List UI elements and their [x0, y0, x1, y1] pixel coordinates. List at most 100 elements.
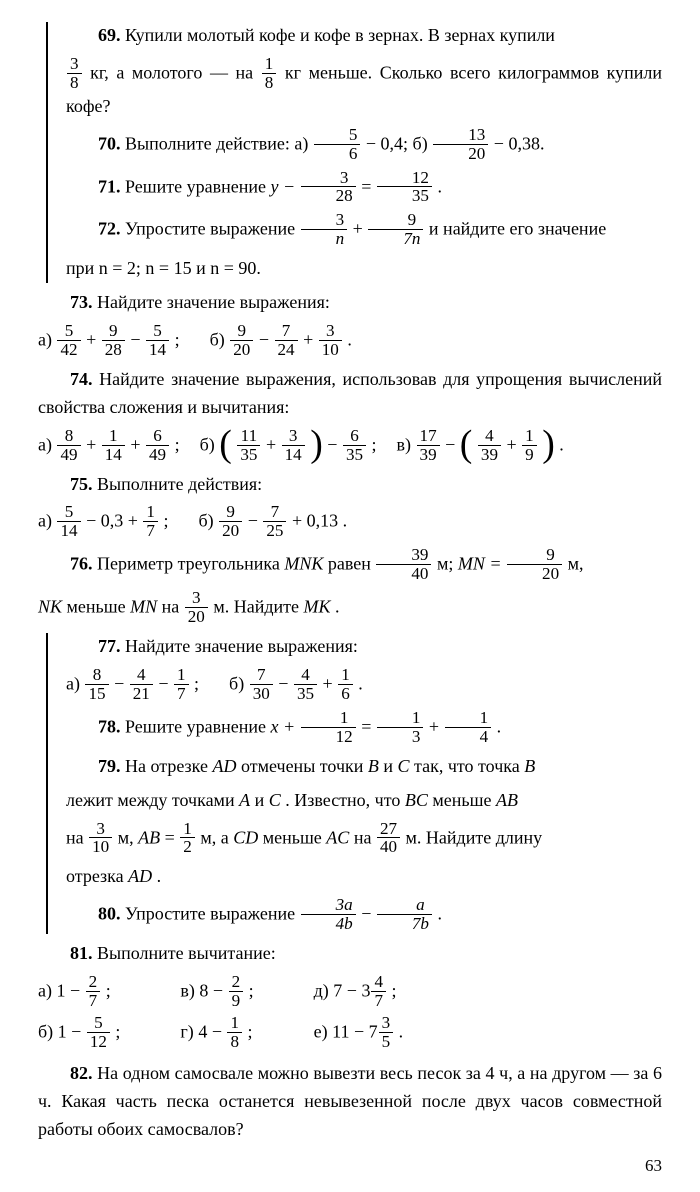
text: − 0,4; б) — [366, 133, 428, 153]
option-b: б) ( 1135 + 314 ) − 635 ; — [200, 428, 377, 465]
text: На отрезке — [125, 756, 212, 776]
text: на — [162, 597, 184, 617]
option-c: в) 1739 − ( 439 + 19 ) . — [397, 428, 564, 465]
text: На одном самосвале можно вывезти весь пе… — [38, 1063, 662, 1139]
text: Найдите значение выражения, использовав … — [38, 369, 662, 417]
problem-71: 71. Решите уравнение y − 328 = 1235 . — [66, 170, 662, 207]
text: Периметр треугольника — [97, 554, 284, 574]
problem-number: 73. — [70, 292, 93, 312]
text: м. Найдите — [213, 597, 303, 617]
text: . — [437, 176, 442, 196]
option-d: г) 4 − 18 ; — [180, 1015, 253, 1052]
problem-number: 79. — [98, 756, 121, 776]
problem-72: 72. Упростите выражение 3n + 97n и найди… — [66, 212, 662, 249]
text: Решите уравнение — [125, 716, 270, 736]
problem-number: 72. — [98, 219, 121, 239]
text: Упростите выражение — [125, 904, 300, 924]
text: м, — [568, 554, 584, 574]
option-a: а) 1 − 27 ; — [38, 974, 120, 1011]
text: м; — [437, 554, 458, 574]
problem-75: 75. Выполните действия: — [38, 471, 662, 499]
option-b: б) 920 − 724 + 310 . — [210, 323, 352, 360]
problem-number: 77. — [98, 636, 121, 656]
fraction: 1320 — [433, 126, 488, 163]
option-a: а) 849 + 114 + 649 ; — [38, 428, 180, 465]
problem-76-line2: NK меньше MN на 320 м. Найдите MK . — [38, 590, 662, 627]
problem-78: 78. Решите уравнение x + 112 = 13 + 14 . — [66, 710, 662, 747]
option-a: а) 514 − 0,3 + 17 ; — [38, 504, 168, 541]
problem-81: 81. Выполните вычитание: — [38, 940, 662, 968]
problem-73: 73. Найдите значение выражения: — [38, 289, 662, 317]
option-a: а) 815 − 421 − 17 ; — [66, 667, 199, 704]
text: Найдите значение выражения: — [97, 292, 330, 312]
problem-81-options: а) 1 − 27 ; в) 8 − 29 ; д) 7 − 347 ; б) … — [38, 974, 662, 1052]
problem-number: 80. — [98, 904, 121, 924]
problem-number: 71. — [98, 176, 121, 196]
math: x + — [270, 716, 295, 736]
text: + — [429, 716, 439, 736]
text: . — [335, 597, 340, 617]
text: и найдите его значение — [429, 219, 606, 239]
problem-79-line3: на 310 м, AB = 12 м, а CD меньше AC на 2… — [66, 821, 662, 858]
problem-number: 74. — [70, 369, 93, 389]
problem-number: 76. — [70, 554, 93, 574]
text: кг, а молотого — на — [90, 62, 253, 82]
text: Купили молотый кофе и кофе в зернах. В з… — [125, 25, 555, 45]
problem-number: 69. — [98, 25, 121, 45]
text: . — [437, 904, 442, 924]
problem-76: 76. Периметр треугольника MNK равен 3940… — [38, 547, 662, 584]
option-f: е) 11 − 735 . — [314, 1015, 404, 1052]
text: равен — [328, 554, 376, 574]
math: MN = — [458, 554, 502, 574]
text: + — [353, 219, 363, 239]
page-number: 63 — [38, 1153, 662, 1179]
math: MN — [130, 597, 157, 617]
problem-number: 78. — [98, 716, 121, 736]
problem-74-options: а) 849 + 114 + 649 ; б) ( 1135 + 314 ) −… — [38, 428, 662, 465]
text: − 0,38. — [494, 133, 545, 153]
problem-72-line2: при n = 2; n = 15 и n = 90. — [66, 255, 662, 283]
option-b: б) 730 − 435 + 16 . — [229, 667, 363, 704]
text: меньше — [67, 597, 131, 617]
problem-79: 79. На отрезке AD отмечены точки B и C т… — [66, 753, 662, 781]
page: 69. Купили молотый кофе и кофе в зернах.… — [0, 0, 700, 1192]
text: . — [497, 716, 502, 736]
text: Найдите значение выражения: — [125, 636, 358, 656]
problem-82: 82. На одном самосвале можно вывезти вес… — [38, 1060, 662, 1144]
problem-79-line4: отрезка AD . — [66, 863, 662, 891]
math: NK — [38, 597, 62, 617]
text: Выполните вычитание: — [97, 943, 276, 963]
problem-number: 82. — [70, 1063, 93, 1083]
fraction: 97n — [368, 211, 423, 248]
problem-69-line2: 38 кг, а молотого — на 18 кг меньше. Ско… — [66, 56, 662, 121]
option-a: а) 542 + 928 − 514 ; — [38, 323, 180, 360]
problem-69: 69. Купили молотый кофе и кофе в зернах.… — [66, 22, 662, 50]
bracket-1: 69. Купили молотый кофе и кофе в зернах.… — [46, 22, 662, 283]
text: Упростите выражение — [125, 219, 295, 239]
problem-80: 80. Упростите выражение 3a4b − a7b . — [66, 897, 662, 934]
problem-number: 70. — [98, 133, 121, 153]
fraction: 328 — [301, 169, 356, 206]
option-b: б) 920 − 725 + 0,13 . — [198, 504, 347, 541]
math: MK — [303, 597, 330, 617]
problem-70: 70. Выполните действие: а) 56 − 0,4; б) … — [66, 127, 662, 164]
problem-number: 81. — [70, 943, 93, 963]
text: = — [361, 176, 371, 196]
math: y − — [270, 176, 295, 196]
problem-73-options: а) 542 + 928 − 514 ; б) 920 − 724 + 310 … — [38, 323, 662, 360]
text: − — [361, 904, 376, 924]
text: = — [361, 716, 371, 736]
problem-74: 74. Найдите значение выражения, использо… — [38, 366, 662, 422]
option-c: в) 8 − 29 ; — [180, 974, 253, 1011]
problem-75-options: а) 514 − 0,3 + 17 ; б) 920 − 725 + 0,13 … — [38, 504, 662, 541]
fraction: 3n — [301, 211, 348, 248]
problem-number: 75. — [70, 474, 93, 494]
math: MNK — [284, 554, 323, 574]
bracket-2: 77. Найдите значение выражения: а) 815 −… — [46, 633, 662, 934]
fraction: 1235 — [377, 169, 432, 206]
text: Выполните действия: — [97, 474, 262, 494]
text: Решите уравнение — [125, 176, 270, 196]
option-e: д) 7 − 347 ; — [314, 974, 404, 1011]
fraction: 38 — [67, 55, 82, 92]
option-b: б) 1 − 512 ; — [38, 1015, 120, 1052]
